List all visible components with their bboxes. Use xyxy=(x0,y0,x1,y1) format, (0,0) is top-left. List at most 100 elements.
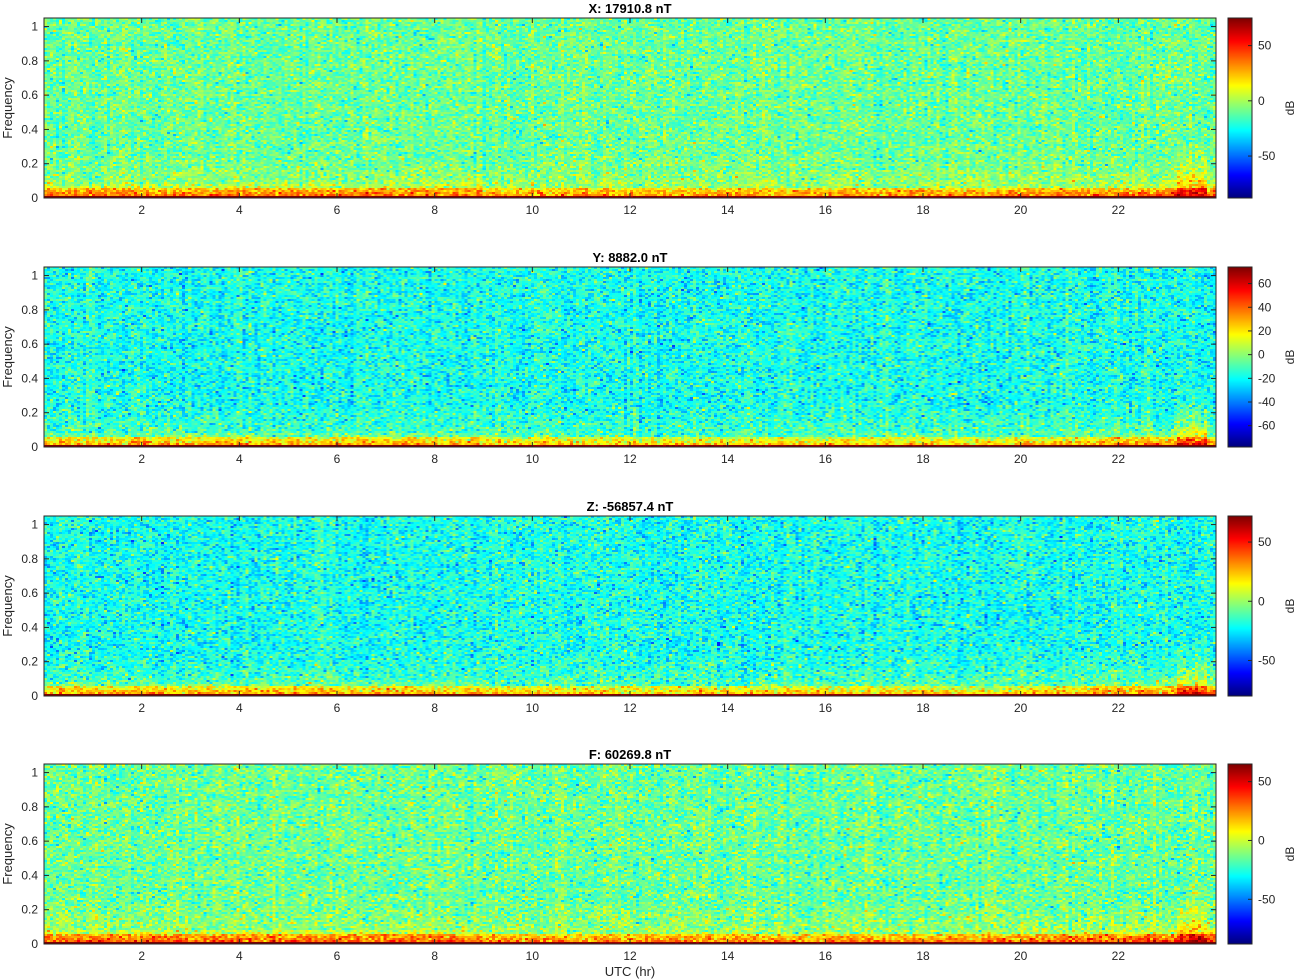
colorbar: -60 -40 -20 0 20 40 60 dB xyxy=(1227,266,1297,448)
x-tick-label: 12 xyxy=(623,203,637,217)
colorbar-tick-label: 60 xyxy=(1258,277,1272,291)
colorbar-tick-label: 50 xyxy=(1258,775,1272,789)
panel-title: Z: -56857.4 nT xyxy=(587,499,674,514)
x-tick-label: 10 xyxy=(526,701,540,715)
heatmap-image xyxy=(44,764,1216,944)
panel-title: F: 60269.8 nT xyxy=(589,747,671,762)
colorbar-tick-label: -50 xyxy=(1258,653,1276,667)
colorbar-gradient xyxy=(1228,516,1252,696)
x-tick-label: 16 xyxy=(819,452,833,466)
colorbar-tick-label: 0 xyxy=(1258,833,1265,847)
x-tick-label: 22 xyxy=(1112,701,1126,715)
y-tick-label: 0 xyxy=(31,440,38,454)
colorbar-tick-label: -60 xyxy=(1258,419,1276,433)
y-tick-label: 0.8 xyxy=(21,552,38,566)
y-tick-label: 1 xyxy=(31,766,38,780)
x-tick-label: 18 xyxy=(916,203,930,217)
x-tick-label: 2 xyxy=(138,949,145,963)
x-tick-label: 20 xyxy=(1014,701,1028,715)
y-tick-label: 0.4 xyxy=(21,868,38,882)
x-tick-label: 6 xyxy=(334,203,341,217)
x-tick-label: 4 xyxy=(236,203,243,217)
y-tick-label: 0.8 xyxy=(21,54,38,68)
panel-title: Y: 8882.0 nT xyxy=(593,250,668,265)
spectrogram-panel-2: 2 4 6 8 10 12 14 16 18 20 22 0 0.2 0.4 0.6 0.8 1 Y: 8882.… xyxy=(0,250,1297,466)
y-tick-label: 1 xyxy=(31,20,38,34)
spectrogram-panel-3: 2 4 6 8 10 12 14 16 18 20 22 0 0.2 0.4 0.6 0.8 1 Z: -5685… xyxy=(0,499,1297,715)
colorbar-tick-label: 20 xyxy=(1258,324,1272,338)
x-tick-label: 16 xyxy=(819,701,833,715)
colorbar-box xyxy=(1227,763,1253,945)
y-tick-label: 0.6 xyxy=(21,586,38,600)
colorbar-tick-label: 40 xyxy=(1258,300,1272,314)
y-tick-label: 0 xyxy=(31,937,38,951)
x-tick-label: 16 xyxy=(819,949,833,963)
x-tick-label: 6 xyxy=(334,701,341,715)
x-tick-label: 4 xyxy=(236,949,243,963)
colorbar: -50 0 50 dB xyxy=(1227,17,1297,199)
y-tick-label: 0.6 xyxy=(21,834,38,848)
x-tick-label: 6 xyxy=(334,949,341,963)
x-tick-label: 8 xyxy=(431,949,438,963)
x-tick-label: 10 xyxy=(526,203,540,217)
spectrogram-panel-1: 2 4 6 8 10 12 14 16 18 20 22 0 0.2 0.4 0.6 0.8 1 X: 17910… xyxy=(0,1,1297,217)
x-tick-label: 4 xyxy=(236,452,243,466)
colorbar-box xyxy=(1227,266,1253,448)
x-tick-label: 22 xyxy=(1112,203,1126,217)
x-tick-label: 20 xyxy=(1014,452,1028,466)
colorbar-tick-label: -50 xyxy=(1258,892,1276,906)
colorbar-tick-label: 50 xyxy=(1258,535,1272,549)
y-axis-label: Frequency xyxy=(0,77,15,139)
y-tick-label: 0.4 xyxy=(21,620,38,634)
y-tick-label: 0.8 xyxy=(21,800,38,814)
y-tick-label: 0.2 xyxy=(21,903,38,917)
colorbar: -50 0 50 dB xyxy=(1227,515,1297,697)
x-tick-label: 20 xyxy=(1014,949,1028,963)
y-axis-label: Frequency xyxy=(0,823,15,885)
colorbar-label: dB xyxy=(1283,101,1297,116)
y-tick-label: 1 xyxy=(31,518,38,532)
colorbar-gradient xyxy=(1228,267,1252,447)
y-tick-label: 0.2 xyxy=(21,655,38,669)
colorbar-tick-label: 50 xyxy=(1258,39,1272,53)
x-tick-label: 12 xyxy=(623,949,637,963)
colorbar-label: dB xyxy=(1283,847,1297,862)
colorbar-tick-label: 0 xyxy=(1258,594,1265,608)
x-tick-label: 12 xyxy=(623,701,637,715)
colorbar-tick-label: -50 xyxy=(1258,149,1276,163)
colorbar-tick-label: -20 xyxy=(1258,371,1276,385)
y-tick-label: 0.2 xyxy=(21,406,38,420)
y-tick-label: 0.4 xyxy=(21,371,38,385)
x-tick-label: 16 xyxy=(819,203,833,217)
x-tick-label: 20 xyxy=(1014,203,1028,217)
colorbar-tick-label: -40 xyxy=(1258,395,1276,409)
colorbar-label: dB xyxy=(1283,350,1297,365)
x-tick-label: 22 xyxy=(1112,949,1126,963)
y-tick-label: 0.2 xyxy=(21,157,38,171)
x-tick-label: 4 xyxy=(236,701,243,715)
colorbar-gradient xyxy=(1228,764,1252,944)
x-tick-label: 14 xyxy=(721,701,735,715)
x-tick-label: 8 xyxy=(431,701,438,715)
colorbar-box xyxy=(1227,515,1253,697)
x-tick-label: 18 xyxy=(916,949,930,963)
y-axis-label: Frequency xyxy=(0,326,15,388)
x-axis-label: UTC (hr) xyxy=(605,964,656,979)
x-tick-label: 22 xyxy=(1112,452,1126,466)
x-tick-label: 2 xyxy=(138,701,145,715)
y-tick-label: 0.4 xyxy=(21,122,38,136)
y-tick-label: 0 xyxy=(31,689,38,703)
y-axis-label: Frequency xyxy=(0,575,15,637)
x-tick-label: 10 xyxy=(526,949,540,963)
spectrogram-panel-4: 2 4 6 8 10 12 14 16 18 20 22 0 0.2 0.4 0.6 0.8 1 F: 60269… xyxy=(0,747,1297,979)
y-tick-label: 0 xyxy=(31,191,38,205)
colorbar-tick-label: 0 xyxy=(1258,94,1265,108)
x-tick-label: 10 xyxy=(526,452,540,466)
y-tick-label: 0.8 xyxy=(21,303,38,317)
y-tick-label: 1 xyxy=(31,269,38,283)
heatmap-image xyxy=(44,516,1216,696)
colorbar-box xyxy=(1227,17,1253,199)
x-tick-label: 14 xyxy=(721,949,735,963)
colorbar-gradient xyxy=(1228,18,1252,198)
